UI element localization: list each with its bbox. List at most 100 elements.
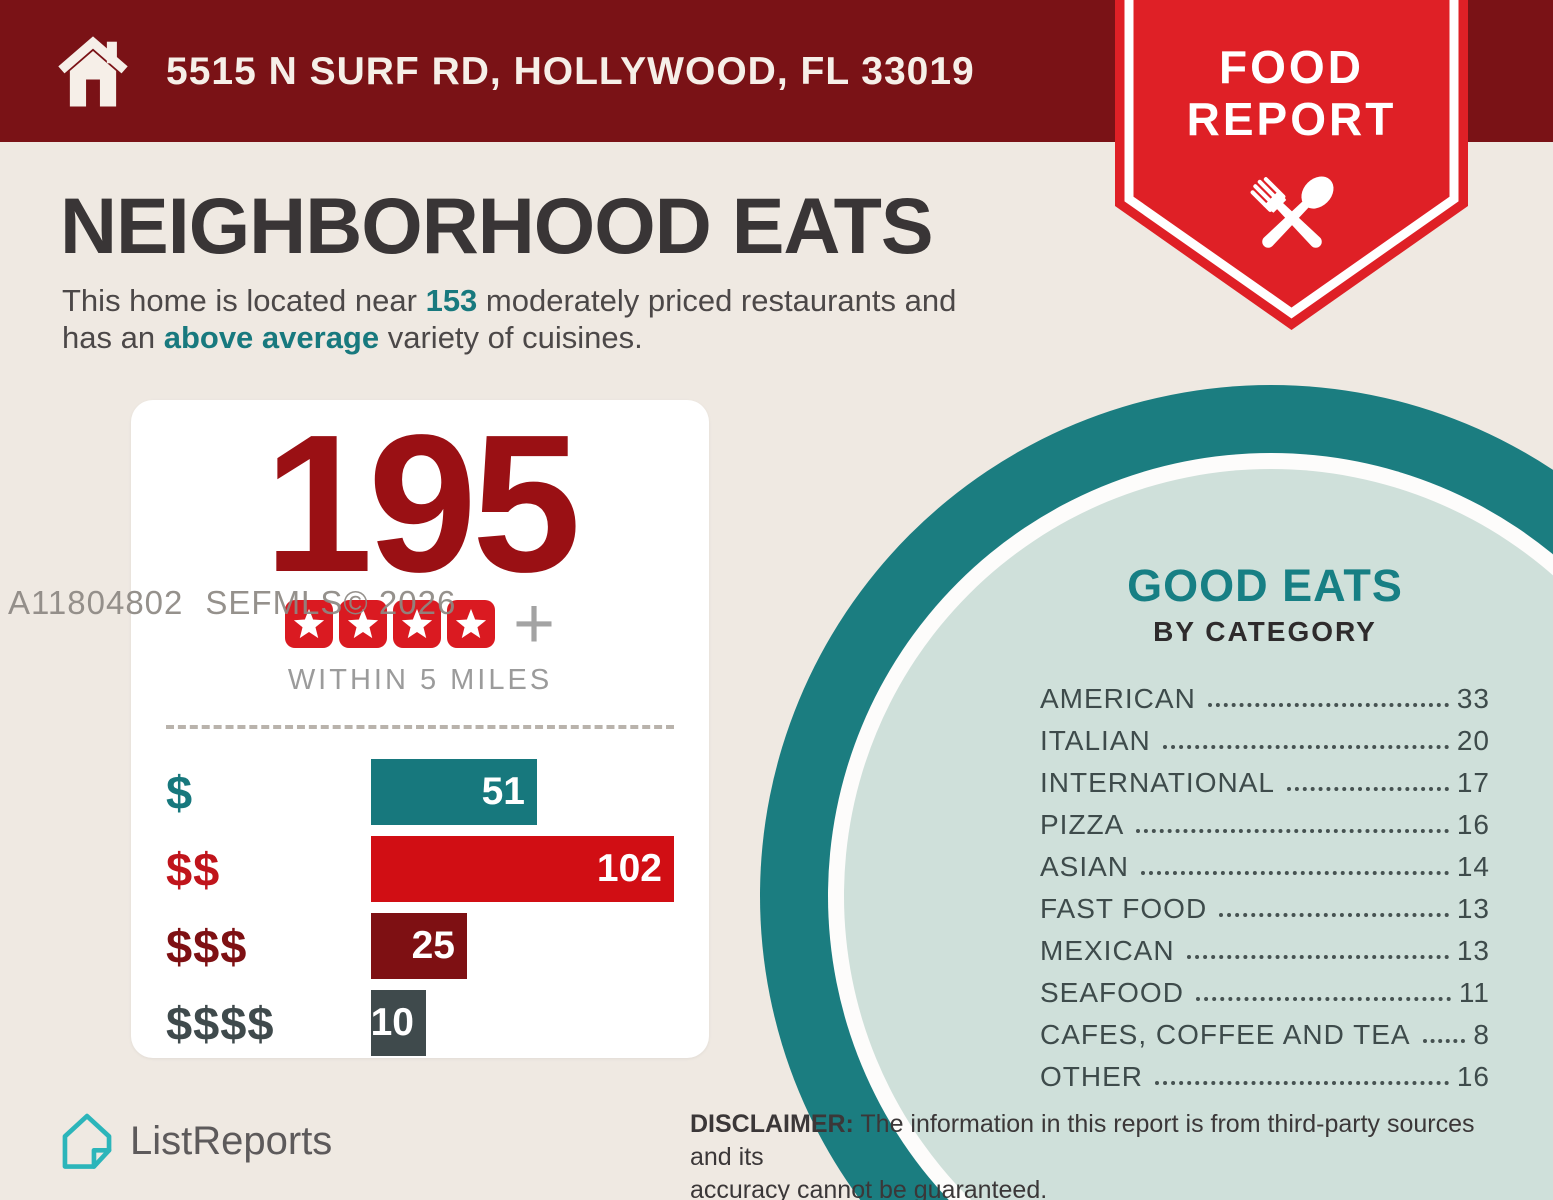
bar-track: 10 [371, 990, 674, 1056]
bar-value: 51 [481, 770, 525, 813]
disclaimer-line1: The information in this report is from t… [690, 1110, 1475, 1171]
variety-highlight: above average [163, 320, 380, 355]
dot-leader [1422, 1039, 1466, 1043]
category-label: CAFES, COFFEE AND TEA [1040, 1019, 1411, 1050]
good-eats-subtitle: BY CATEGORY [1153, 616, 1377, 647]
category-row: FAST FOOD 13 [1040, 894, 1490, 923]
category-count: 13 [1456, 935, 1490, 966]
intro-mid1: moderately priced restaurants and [477, 283, 957, 318]
dashed-divider [166, 725, 674, 729]
price-bars: $ 51 $$ 102 $$$ 25 $$$$ 10 [166, 759, 674, 1056]
category-label: INTERNATIONAL [1040, 767, 1275, 798]
bar-track: 51 [371, 759, 674, 825]
home-icon [58, 36, 128, 107]
total-restaurant-count: 195 [263, 394, 581, 613]
restaurant-count-inline: 153 [425, 283, 478, 318]
listreports-logo: ListReports [58, 1110, 332, 1172]
category-label: FAST FOOD [1040, 893, 1208, 924]
star-icon [392, 600, 441, 648]
pennant-shape [1115, 0, 1468, 330]
bar-track: 102 [371, 836, 674, 902]
brand-name: ListReports [130, 1118, 333, 1163]
bar: 51 [371, 759, 537, 825]
dot-leader [1186, 955, 1449, 959]
category-count: 16 [1456, 809, 1490, 840]
category-count: 14 [1456, 851, 1490, 882]
food-report-badge: FOOD REPORT [1115, 0, 1468, 332]
category-label: PIZZA [1040, 809, 1125, 840]
badge-line1: FOOD [1219, 41, 1364, 93]
category-label: ITALIAN [1040, 725, 1151, 756]
dot-leader [1207, 703, 1449, 707]
category-label: AMERICAN [1040, 683, 1196, 714]
badge-line2: REPORT [1186, 93, 1397, 145]
category-label: SEAFOOD [1040, 977, 1184, 1008]
dot-leader [1195, 997, 1451, 1001]
mls-source: SEFMLS© 2026 [205, 584, 457, 621]
bar: 10 [371, 990, 426, 1056]
category-row: ASIAN 14 [1040, 852, 1490, 881]
disclaimer-line2: accuracy cannot be guaranteed. [690, 1176, 1048, 1200]
price-bar-row: $$$ 25 [166, 913, 674, 979]
price-tier-label: $$$ [166, 919, 248, 973]
radius-label: WITHIN 5 MILES [287, 664, 553, 696]
mls-number: A11804802 [8, 584, 184, 621]
property-address: 5515 N SURF RD, HOLLYWOOD, FL 33019 [166, 50, 975, 93]
dot-leader [1286, 787, 1449, 791]
category-count: 8 [1473, 1019, 1490, 1050]
bar-value: 25 [411, 924, 455, 967]
bar-value: 10 [370, 1001, 414, 1044]
rating-stars-row: + [166, 584, 674, 664]
intro-pre: This home is located near [62, 283, 426, 318]
category-row: AMERICAN 33 [1040, 684, 1490, 713]
dot-leader [1141, 871, 1449, 875]
good-eats-title: GOOD EATS [1127, 560, 1403, 611]
bar: 25 [371, 913, 467, 979]
price-bar-row: $$ 102 [166, 836, 674, 902]
mls-watermark: A11804802 SEFMLS© 2026 [8, 584, 456, 622]
category-count: 17 [1456, 767, 1490, 798]
spoon-fork-icon [1250, 176, 1334, 248]
category-count: 11 [1458, 977, 1490, 1008]
price-tier-label: $$$$ [166, 996, 275, 1050]
price-bar-row: $ 51 [166, 759, 674, 825]
dot-leader [1162, 745, 1449, 749]
category-row: CAFES, COFFEE AND TEA 8 [1040, 1020, 1490, 1049]
bar: 102 [371, 836, 674, 902]
bar-track: 25 [371, 913, 674, 979]
category-count: 20 [1456, 725, 1490, 756]
category-row: PIZZA 16 [1040, 810, 1490, 839]
dot-leader [1136, 829, 1449, 833]
intro-post: variety of cuisines. [379, 320, 643, 355]
price-tier-label: $ [166, 765, 194, 819]
category-count: 33 [1456, 683, 1490, 714]
category-row: MEXICAN 13 [1040, 936, 1490, 965]
disclaimer: DISCLAIMER: The information in this repo… [690, 1108, 1500, 1200]
category-count: 13 [1456, 893, 1490, 924]
star-icon [446, 600, 495, 648]
bar-value: 102 [596, 847, 662, 890]
dot-leader [1219, 913, 1449, 917]
intro-mid2: has an [62, 320, 164, 355]
page-title: NEIGHBORHOOD EATS [60, 181, 934, 270]
category-label: ASIAN [1040, 851, 1130, 882]
category-label: OTHER [1040, 1061, 1143, 1092]
price-bar-row: $$$$ 10 [166, 990, 674, 1056]
good-eats-panel: GOOD EATS BY CATEGORY AMERICAN 33 ITALIA… [1040, 560, 1490, 1104]
category-row: SEAFOOD 11 [1040, 978, 1490, 1007]
star-icon [284, 600, 333, 648]
intro-text: This home is located near 153 moderately… [62, 282, 1122, 356]
listreports-house-icon [62, 1113, 112, 1169]
price-tier-label: $$ [166, 842, 221, 896]
disclaimer-label: DISCLAIMER: [690, 1110, 854, 1138]
category-row: OTHER 16 [1040, 1062, 1490, 1091]
category-count: 16 [1456, 1061, 1490, 1092]
star-icon [338, 600, 387, 648]
category-list: AMERICAN 33 ITALIAN 20 INTERNATIONAL 17 … [1040, 684, 1490, 1091]
category-label: MEXICAN [1040, 935, 1175, 966]
dot-leader [1155, 1081, 1449, 1085]
category-row: INTERNATIONAL 17 [1040, 768, 1490, 797]
plus-icon: + [512, 584, 556, 664]
restaurant-summary-card: 195 + WITHIN 5 MILES $ 51 [131, 400, 709, 1058]
